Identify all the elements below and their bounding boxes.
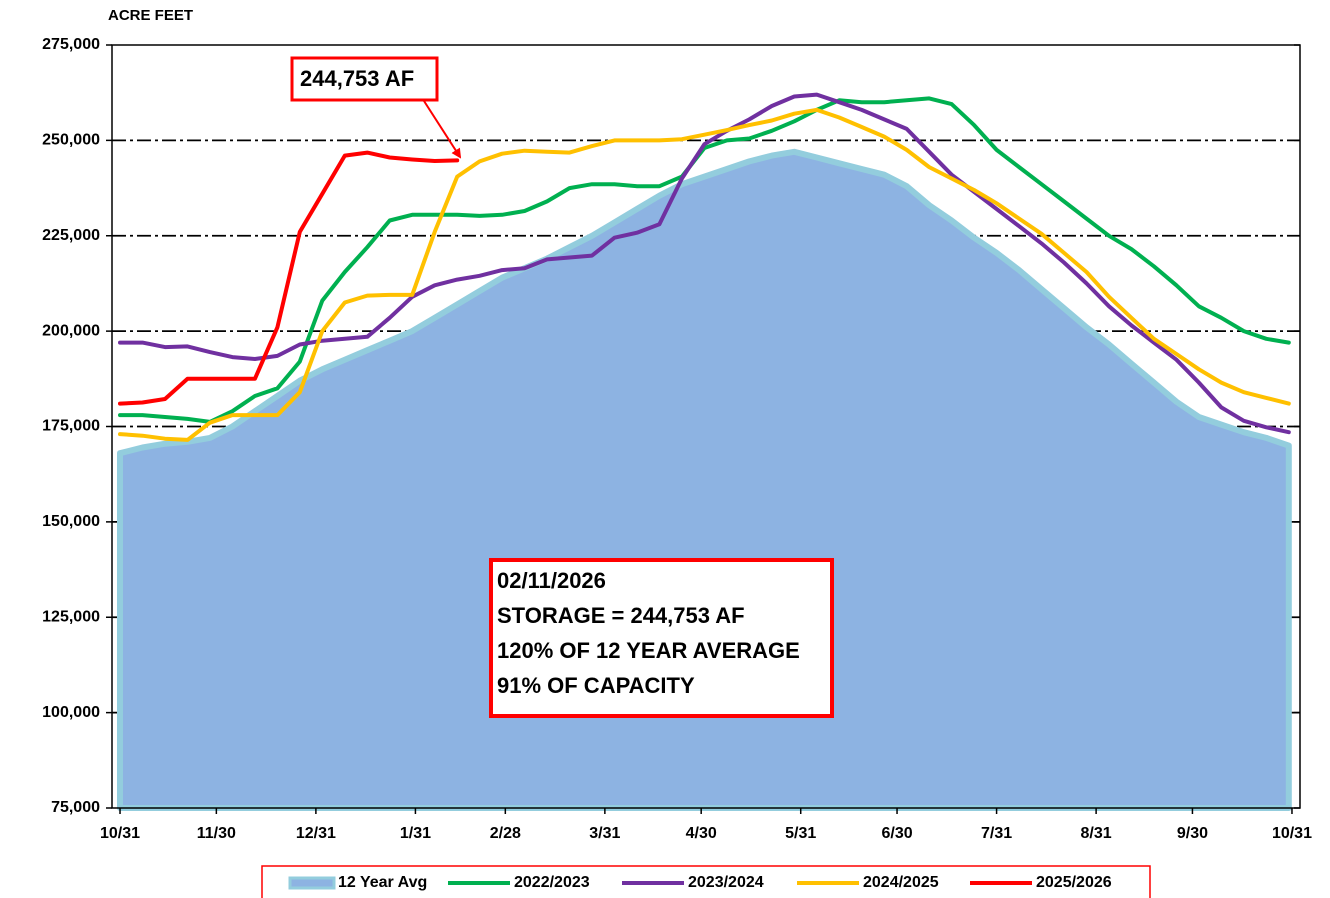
y-tick-label: 150,000 xyxy=(42,513,100,530)
y-tick-label: 75,000 xyxy=(51,799,100,816)
legend-label: 2022/2023 xyxy=(514,874,590,891)
y-tick-label: 200,000 xyxy=(42,322,100,339)
x-tick-label: 1/31 xyxy=(400,825,431,842)
y-tick-label: 100,000 xyxy=(42,704,100,721)
x-tick-label: 3/31 xyxy=(589,825,620,842)
legend-label: 2024/2025 xyxy=(863,874,939,891)
x-tick-label: 11/30 xyxy=(197,825,236,842)
y-axis-label: ACRE FEET xyxy=(108,7,193,24)
x-tick-label: 10/31 xyxy=(100,825,140,842)
info-line: 120% OF 12 YEAR AVERAGE xyxy=(497,638,800,663)
callout-text: 244,753 AF xyxy=(300,66,414,91)
series-line xyxy=(118,107,1291,442)
legend: 12 Year Avg 2022/2023 2023/2024 2024/2025 20… xyxy=(288,874,1112,891)
y-tick-label: 125,000 xyxy=(42,608,100,625)
y-tick-label: 175,000 xyxy=(42,418,100,435)
x-tick-label: 8/31 xyxy=(1081,825,1112,842)
legend-label: 2023/2024 xyxy=(688,874,764,891)
y-tick-label: 275,000 xyxy=(42,36,100,53)
line-layer xyxy=(118,92,1291,442)
series-line xyxy=(118,150,460,406)
info-line: 91% OF CAPACITY xyxy=(497,673,695,698)
legend-label: 2025/2026 xyxy=(1036,874,1112,891)
x-tick-label: 2/28 xyxy=(490,825,521,842)
y-tick-label: 225,000 xyxy=(42,227,100,244)
info-line: STORAGE = 244,753 AF xyxy=(497,603,745,628)
info-text: 02/11/2026 STORAGE = 244,753 AF 120% OF 12… xyxy=(497,568,800,698)
x-tick-label: 5/31 xyxy=(785,825,816,842)
legend-swatch xyxy=(288,876,336,890)
info-box xyxy=(489,558,834,718)
x-tick-label: 9/30 xyxy=(1177,825,1208,842)
x-tick-label: 7/31 xyxy=(981,825,1012,842)
y-tick-label: 250,000 xyxy=(42,132,100,149)
callout-box xyxy=(290,56,439,102)
ticks: 75,000 100,000 125,000 150,000 175,000 200,00… xyxy=(42,36,1312,842)
x-tick-label: 6/30 xyxy=(881,825,912,842)
series-line xyxy=(118,92,1291,435)
info-line: 02/11/2026 xyxy=(497,568,606,593)
x-tick-label: 12/31 xyxy=(296,825,336,842)
x-tick-label: 10/31 xyxy=(1272,825,1312,842)
legend-label: 12 Year Avg xyxy=(338,874,427,891)
series-line xyxy=(118,96,1291,424)
callout-arrow xyxy=(423,100,462,159)
x-tick-label: 4/30 xyxy=(686,825,717,842)
